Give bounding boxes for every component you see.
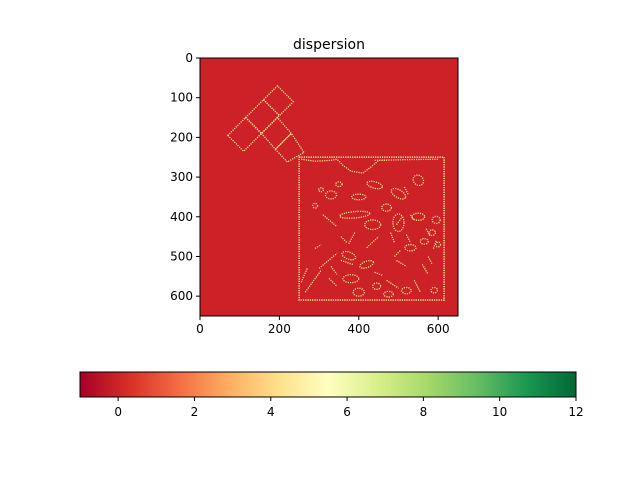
edge-blob [390,187,407,200]
edge-segment [432,240,437,249]
edge-segment [314,244,322,250]
edge-blob [352,287,365,297]
edge-blob [318,187,325,193]
edge-blob [339,210,371,219]
y-axis: 0 100 200 300 400 500 600 [170,51,200,303]
plot-frame [199,57,459,317]
edge-blob [372,282,382,291]
edge-segment [425,228,431,237]
colorbar [79,371,577,398]
edge-frame [298,156,445,301]
y-tick-label: 200 [170,130,193,144]
colorbar-axis: 0 2 4 6 8 10 12 [114,397,584,419]
x-tick-label: 200 [268,322,291,336]
edge-segment [322,214,338,228]
y-tick-label: 100 [170,91,193,105]
edge-segment [421,264,429,275]
edge-blob [404,243,417,252]
edge-segment [427,256,433,265]
edge-segment [395,216,403,226]
edge-blob [383,290,394,298]
edge-blob [392,213,405,233]
edge-blob [431,215,441,225]
colorbar-tick-label: 12 [568,405,583,419]
heatmap-background [200,58,458,316]
edge-curve [374,158,439,162]
chart-title: dispersion [293,37,365,53]
edge-blob [359,259,375,269]
x-tick-label: 600 [427,322,450,336]
colorbar-tick-label: 8 [420,405,428,419]
colorbar-tick-label: 2 [191,405,199,419]
edge-blob [419,237,429,245]
edge-segment [396,259,407,267]
edge-curve [301,158,387,174]
edge-blob [312,202,319,209]
edge-square [274,132,305,163]
edge-segment [403,186,409,196]
edge-segment [300,268,308,283]
edge-square [226,116,263,153]
colorbar-tick-label: 4 [267,405,275,419]
x-tick-label: 0 [196,322,204,336]
colorbar-tick-label: 0 [114,405,122,419]
colorbar-tick-label: 10 [492,405,507,419]
edge-square [244,98,281,135]
edge-segment [366,236,380,249]
edge-square [262,84,295,117]
y-tick-label: 600 [170,289,193,303]
edge-segment [340,236,348,244]
edge-pixels [226,84,445,301]
y-tick-label: 300 [170,170,193,184]
edge-blob [341,250,357,261]
x-tick-label: 400 [347,322,370,336]
edge-segment [330,266,338,275]
edge-blob [364,219,382,231]
edge-blob [342,274,360,284]
edge-segment [318,252,338,269]
edge-blob [428,229,437,237]
edge-segment [386,279,399,289]
edge-blob [381,203,392,212]
colorbar-tick-label: 6 [343,405,351,419]
edge-segment [389,232,396,243]
y-tick-label: 500 [170,249,193,263]
edge-blob [350,193,367,201]
edge-blob [335,181,343,188]
edge-segment [405,234,411,243]
edge-segment [328,277,338,287]
edge-segment [394,250,401,257]
edge-blob [430,286,439,294]
edge-blob [435,241,442,248]
x-axis: 0 200 400 600 [196,316,450,336]
y-tick-label: 400 [170,210,193,224]
edge-square [260,116,293,151]
edge-blob [400,286,412,295]
edge-segment [409,214,415,222]
y-tick-label: 0 [185,51,193,65]
edge-blob [324,190,338,200]
edge-blob [411,212,426,221]
heatmap-image [200,58,458,316]
edge-segment [374,271,383,277]
